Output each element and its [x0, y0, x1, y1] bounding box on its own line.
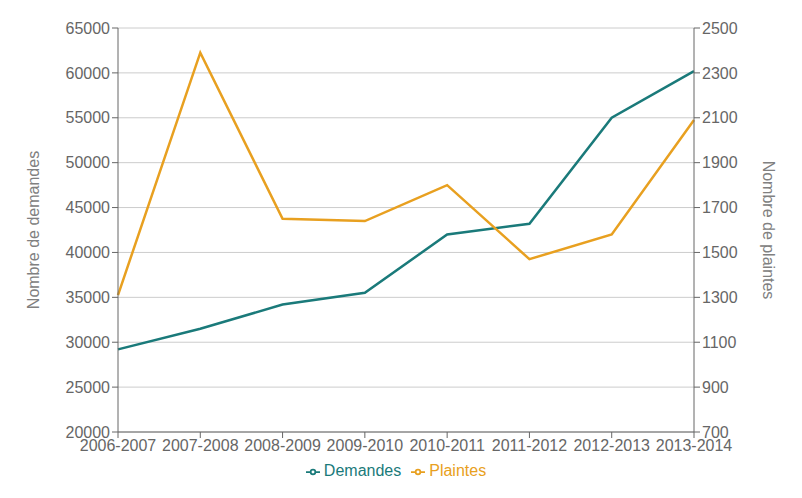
svg-text:Nombre de demandes: Nombre de demandes — [25, 151, 42, 309]
svg-text:30000: 30000 — [66, 334, 111, 351]
svg-text:1300: 1300 — [702, 289, 738, 306]
svg-text:2008-2009: 2008-2009 — [244, 437, 321, 454]
html-text:Demandes: Demandes — [323, 462, 402, 479]
svg-text:2009-2010: 2009-2010 — [327, 437, 404, 454]
svg-text:35000: 35000 — [66, 289, 111, 306]
svg-text:Nombre de plaintes: Nombre de plaintes — [760, 161, 777, 300]
html-text:Plaintes: Plaintes — [429, 462, 487, 479]
svg-text:45000: 45000 — [66, 199, 111, 216]
svg-text:2100: 2100 — [702, 109, 738, 126]
svg-text:900: 900 — [702, 379, 729, 396]
svg-text:700: 700 — [702, 424, 729, 441]
svg-text:1700: 1700 — [702, 199, 738, 216]
svg-text:2500: 2500 — [702, 20, 738, 37]
svg-text:2007-2008: 2007-2008 — [162, 437, 239, 454]
svg-text:2011-2012: 2011-2012 — [492, 437, 567, 454]
svg-text:65000: 65000 — [66, 20, 111, 37]
svg-text:2013-2014: 2013-2014 — [655, 437, 733, 455]
svg-text:40000: 40000 — [66, 244, 111, 261]
svg-text:50000: 50000 — [66, 154, 111, 171]
svg-text:2010-2011: 2010-2011 — [409, 437, 484, 454]
svg-text:55000: 55000 — [66, 109, 111, 126]
svg-text:25000: 25000 — [66, 379, 111, 396]
svg-text:60000: 60000 — [66, 65, 111, 82]
svg-text:2006-2007: 2006-2007 — [79, 437, 157, 455]
svg-text:2300: 2300 — [702, 65, 738, 82]
svg-text:2012-2013: 2012-2013 — [573, 437, 650, 454]
svg-text:1500: 1500 — [702, 244, 738, 261]
svg-text:20000: 20000 — [66, 424, 111, 441]
svg-text:1100: 1100 — [702, 334, 737, 351]
svg-text:1900: 1900 — [702, 154, 738, 171]
